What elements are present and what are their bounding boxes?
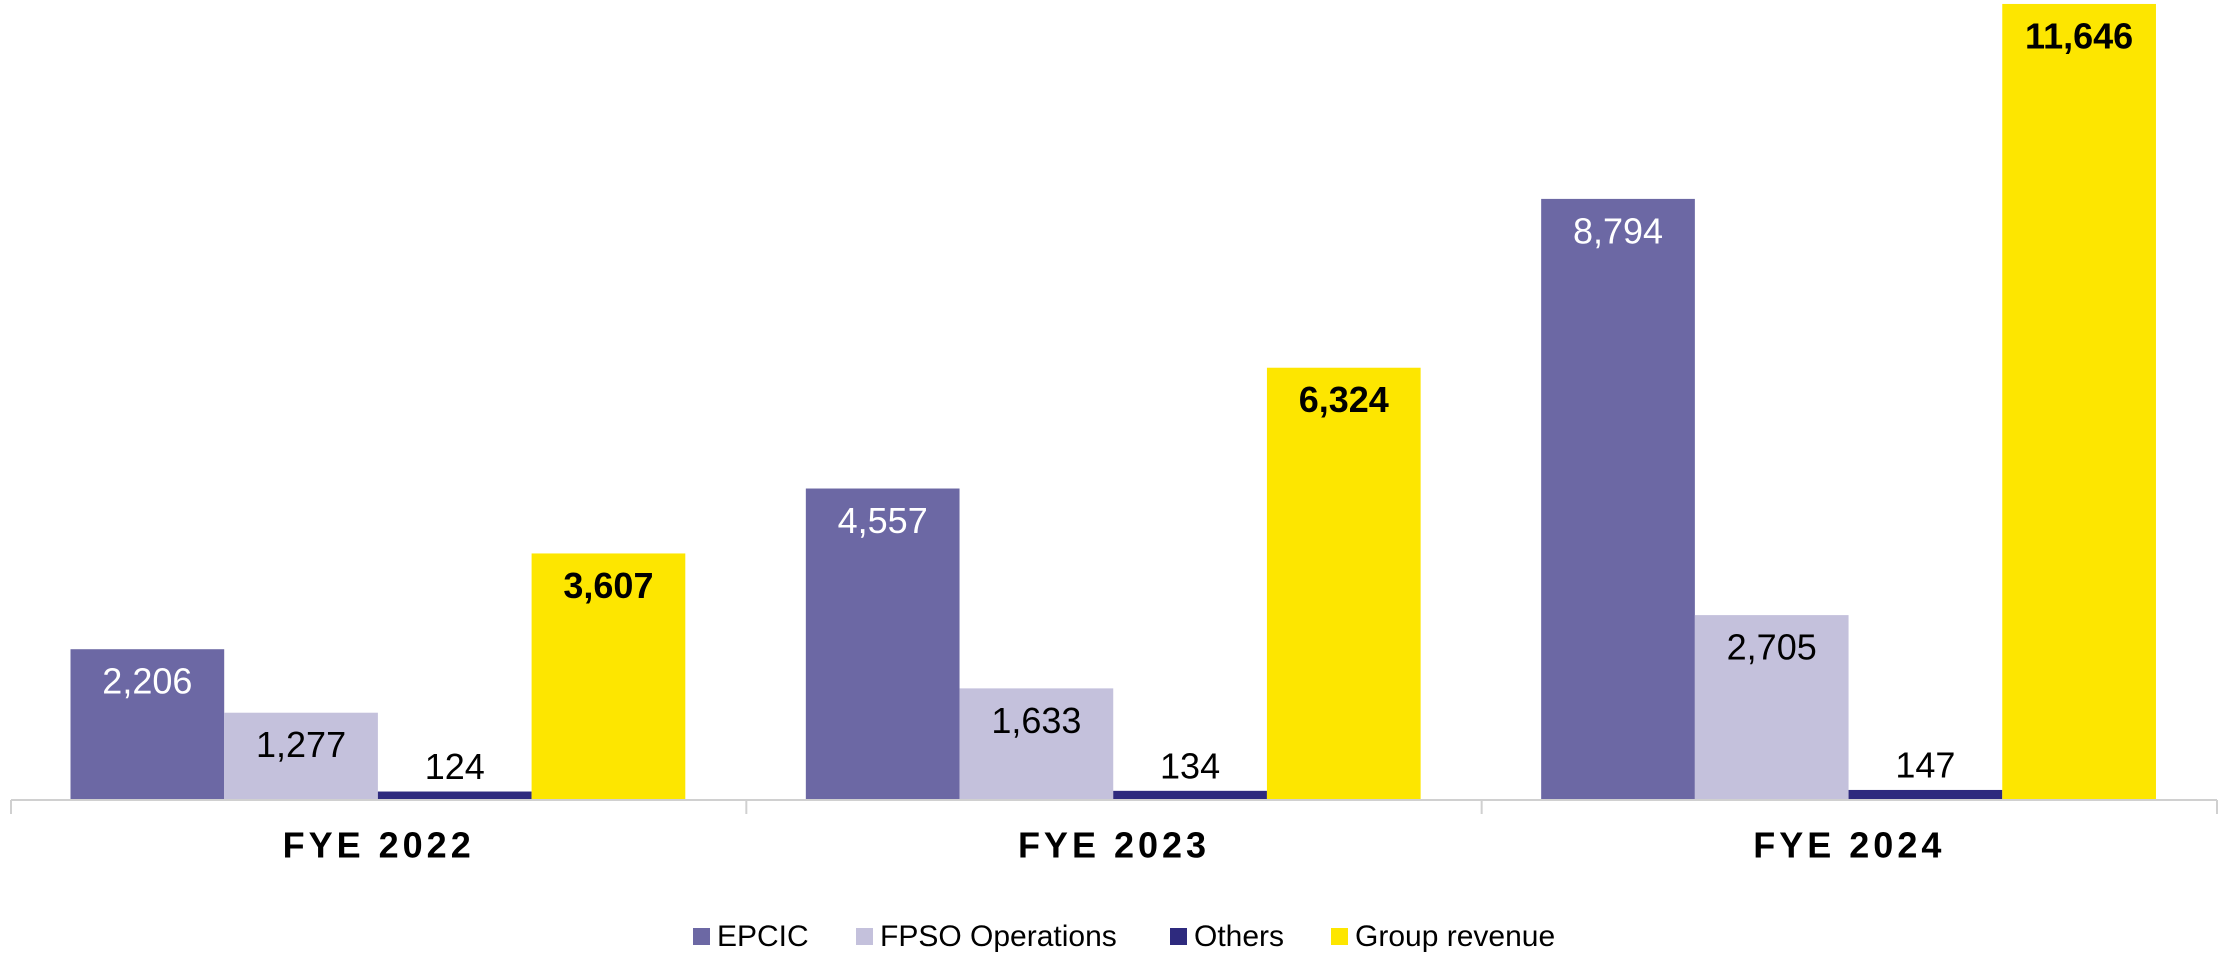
data-label: 2,705 — [1727, 627, 1817, 668]
data-label: 4,557 — [838, 500, 928, 541]
x-tick-label: FYE 2024 — [1753, 825, 1945, 866]
bar — [1113, 790, 1267, 800]
bar — [1266, 367, 1421, 800]
bar — [531, 553, 686, 800]
bar — [805, 488, 960, 800]
data-label: 11,646 — [2025, 15, 2133, 56]
legend-swatch — [1331, 928, 1348, 945]
legend-label: FPSO Operations — [880, 920, 1117, 953]
data-label: 8,794 — [1573, 210, 1663, 251]
legend-label: Others — [1194, 920, 1284, 953]
data-label: 6,324 — [1299, 379, 1389, 420]
bar — [1541, 198, 1695, 800]
bar — [377, 791, 532, 800]
data-label: 134 — [1160, 745, 1220, 786]
data-label: 2,206 — [102, 661, 192, 702]
legend-swatch — [856, 928, 873, 945]
data-label: 1,277 — [256, 724, 346, 765]
legend-swatch — [1170, 928, 1187, 945]
data-label: 124 — [425, 746, 485, 787]
bar — [224, 712, 378, 800]
legend-label: EPCIC — [717, 920, 809, 953]
legend-label: Group revenue — [1355, 920, 1555, 953]
bar — [2002, 3, 2156, 800]
x-tick-label: FYE 2023 — [1018, 825, 1210, 866]
bar — [1694, 615, 1849, 800]
data-label: 3,607 — [563, 565, 653, 606]
bar — [959, 688, 1114, 800]
data-label: 147 — [1895, 744, 1955, 785]
data-label: 1,633 — [991, 700, 1081, 741]
legend-swatch — [693, 928, 710, 945]
bar — [70, 649, 225, 800]
bar — [1848, 789, 2003, 800]
x-tick-label: FYE 2022 — [283, 825, 475, 866]
